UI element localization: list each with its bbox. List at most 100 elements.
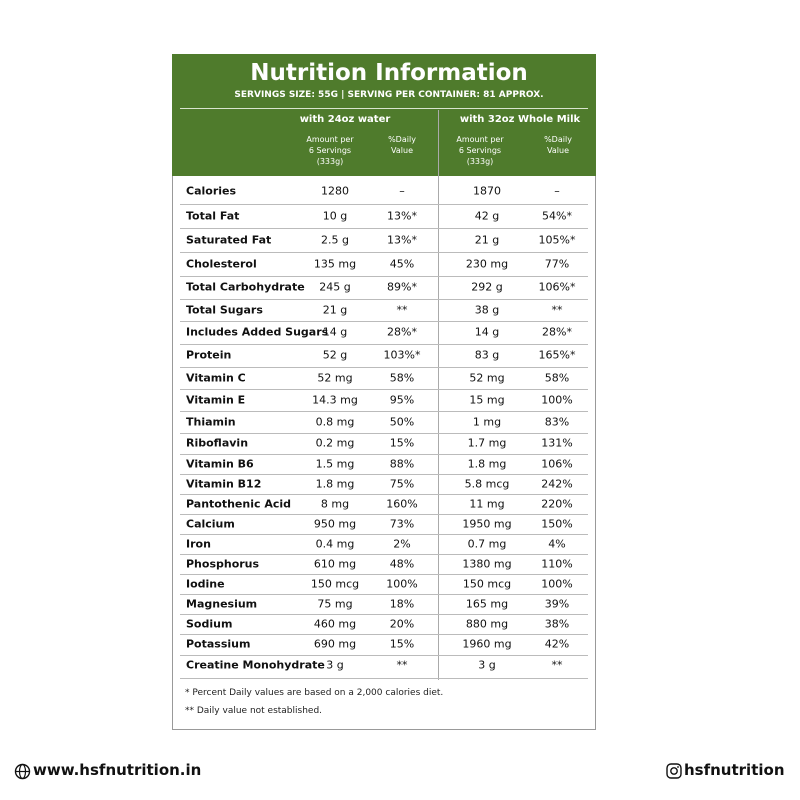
row-label: Creatine Monohydrate xyxy=(186,658,325,672)
title: Nutrition Information xyxy=(250,60,528,86)
sub-header: Amount per xyxy=(306,135,354,144)
row-label: Iodine xyxy=(186,577,225,591)
cell: 1870 xyxy=(473,184,501,198)
cell: ** xyxy=(396,658,408,672)
cell: 0.7 mg xyxy=(467,537,507,551)
cell: 42 g xyxy=(474,209,500,223)
row-label: Pantothenic Acid xyxy=(186,497,292,511)
row-line xyxy=(180,389,588,390)
footnote: ** Daily value not established. xyxy=(185,706,323,716)
cell: 21 g xyxy=(322,303,348,317)
cell: 165%* xyxy=(538,348,576,362)
row-label: Vitamin E xyxy=(186,393,246,407)
row-line xyxy=(180,678,588,679)
sub-header: 6 Servings xyxy=(458,146,502,155)
cell: – xyxy=(399,184,405,198)
sub-header: (333g) xyxy=(316,157,344,166)
row-label: Vitamin C xyxy=(186,371,246,385)
row-label: Potassium xyxy=(186,637,251,651)
row-label: Calories xyxy=(186,184,237,198)
row-label: Magnesium xyxy=(186,597,258,611)
cell: ** xyxy=(551,303,563,317)
group-header: with 24oz water xyxy=(299,114,391,125)
cell: 52 g xyxy=(322,348,348,362)
row-line xyxy=(180,366,588,368)
row-line xyxy=(180,634,588,635)
row-line xyxy=(180,574,588,575)
row-line xyxy=(180,534,588,535)
row-label: Total Carbohydrate xyxy=(186,280,305,294)
row-label: Riboflavin xyxy=(186,436,249,450)
cell: 45% xyxy=(389,257,415,271)
cell: 110% xyxy=(541,557,573,571)
row-label: Iron xyxy=(186,537,211,551)
cell: 0.2 mg xyxy=(315,436,355,450)
cell: 100% xyxy=(386,577,418,591)
row-line xyxy=(180,411,588,412)
cell: 42% xyxy=(544,637,570,651)
cell: 5.8 mcg xyxy=(464,477,510,491)
row-line xyxy=(180,275,588,277)
row-line xyxy=(180,453,588,455)
cell: 3 g xyxy=(478,658,496,672)
row-line xyxy=(180,494,588,495)
cell: 690 mg xyxy=(313,637,357,651)
cell: 106%* xyxy=(538,280,576,294)
cell: 14.3 mg xyxy=(312,393,358,407)
cell: 100% xyxy=(541,577,573,591)
cell: 20% xyxy=(389,617,415,631)
cell: 2% xyxy=(393,537,411,551)
row-label: Phosphorus xyxy=(186,557,260,571)
cell: 28%* xyxy=(387,325,417,339)
cell: 14 g xyxy=(474,325,500,339)
cell: 245 g xyxy=(319,280,351,294)
cell: 18% xyxy=(389,597,415,611)
cell: 89%* xyxy=(387,280,417,294)
cell: 28%* xyxy=(542,325,572,339)
row-line xyxy=(180,432,588,434)
cell: 150 mcg xyxy=(462,577,512,591)
cell: 58% xyxy=(389,371,415,385)
website[interactable]: www.hsfnutrition.in xyxy=(33,761,202,779)
cell: 11 mg xyxy=(469,497,505,511)
cell: 1.8 mg xyxy=(315,477,355,491)
cell: 52 mg xyxy=(317,371,353,385)
cell: 160% xyxy=(386,497,418,511)
row-line xyxy=(180,474,588,475)
sub-header: %Daily xyxy=(544,135,572,144)
cell: 135 mg xyxy=(313,257,357,271)
row-line xyxy=(180,554,588,555)
cell: 292 g xyxy=(471,280,503,294)
row-line xyxy=(180,614,588,615)
cell: 4% xyxy=(548,537,566,551)
row-line xyxy=(180,228,588,229)
row-label: Saturated Fat xyxy=(186,233,272,247)
cell: 106% xyxy=(541,457,573,471)
social-handle[interactable]: hsfnutrition xyxy=(684,761,785,779)
row-label: Cholesterol xyxy=(186,257,257,271)
row-label: Thiamin xyxy=(186,415,236,429)
cell: 150 mcg xyxy=(310,577,360,591)
cell: 880 mg xyxy=(465,617,509,631)
cell: 460 mg xyxy=(313,617,357,631)
cell: 73% xyxy=(389,517,415,531)
cell: 1.8 mg xyxy=(467,457,507,471)
cell: 95% xyxy=(389,393,415,407)
subtitle: SERVINGS SIZE: 55G | SERVING PER CONTAIN… xyxy=(234,90,544,100)
cell: 10 g xyxy=(322,209,348,223)
row-label: Calcium xyxy=(186,517,235,531)
cell: 105%* xyxy=(538,233,576,247)
cell: 75% xyxy=(389,477,415,491)
sub-header: Value xyxy=(547,146,569,155)
cell: 220% xyxy=(541,497,573,511)
cell: 1380 mg xyxy=(462,557,512,571)
cell: 610 mg xyxy=(313,557,357,571)
row-label: Sodium xyxy=(186,617,233,631)
row-line xyxy=(180,514,588,515)
cell: 8 mg xyxy=(320,497,350,511)
group-header: with 32oz Whole Milk xyxy=(459,114,581,125)
globe-icon xyxy=(14,763,31,780)
cell: 131% xyxy=(541,436,573,450)
instagram-icon xyxy=(666,763,682,779)
